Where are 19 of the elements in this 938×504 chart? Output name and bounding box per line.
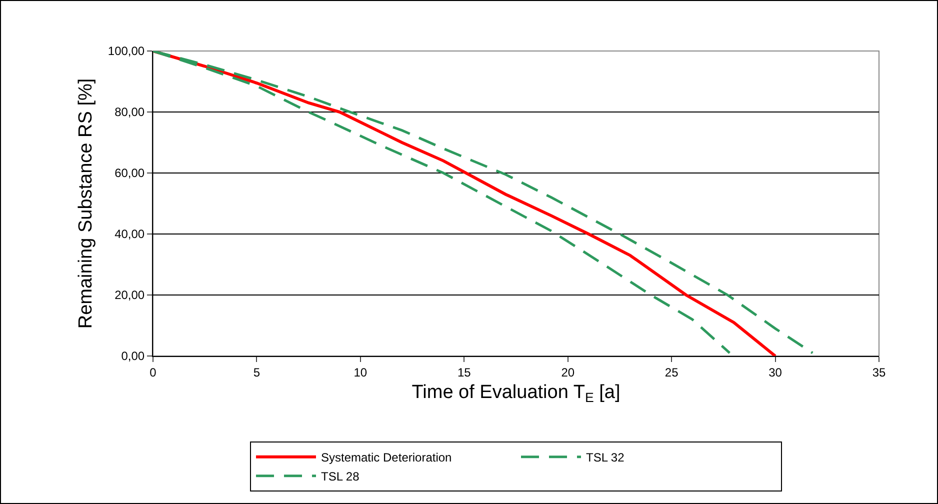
y-tick-label: 100,00 <box>108 44 145 58</box>
x-tick-label: 15 <box>457 365 472 380</box>
y-tick-label: 80,00 <box>114 105 145 120</box>
x-tick-label: 10 <box>354 365 368 380</box>
x-tick-label: 0 <box>150 365 157 380</box>
x-tick-label: 30 <box>768 365 782 380</box>
x-tick-label: 25 <box>664 365 679 380</box>
y-tick-label: 20,00 <box>114 288 145 302</box>
y-tick-label: 60,00 <box>114 166 145 180</box>
legend-label: TSL 32 <box>586 450 625 465</box>
y-tick-label: 40,00 <box>114 227 145 242</box>
x-tick-label: 35 <box>872 365 886 380</box>
legend-label: Systematic Deterioration <box>321 450 452 465</box>
y-axis-title: Remaining Substance RS [%] <box>76 78 97 329</box>
x-axis-title: Time of Evaluation T$_{E}$ [a] <box>412 382 620 406</box>
y-tick-label: 0,00 <box>121 349 145 364</box>
x-tick-label: 5 <box>253 365 260 380</box>
legend-label: TSL 28 <box>321 470 360 484</box>
x-tick-label: 20 <box>561 365 575 380</box>
